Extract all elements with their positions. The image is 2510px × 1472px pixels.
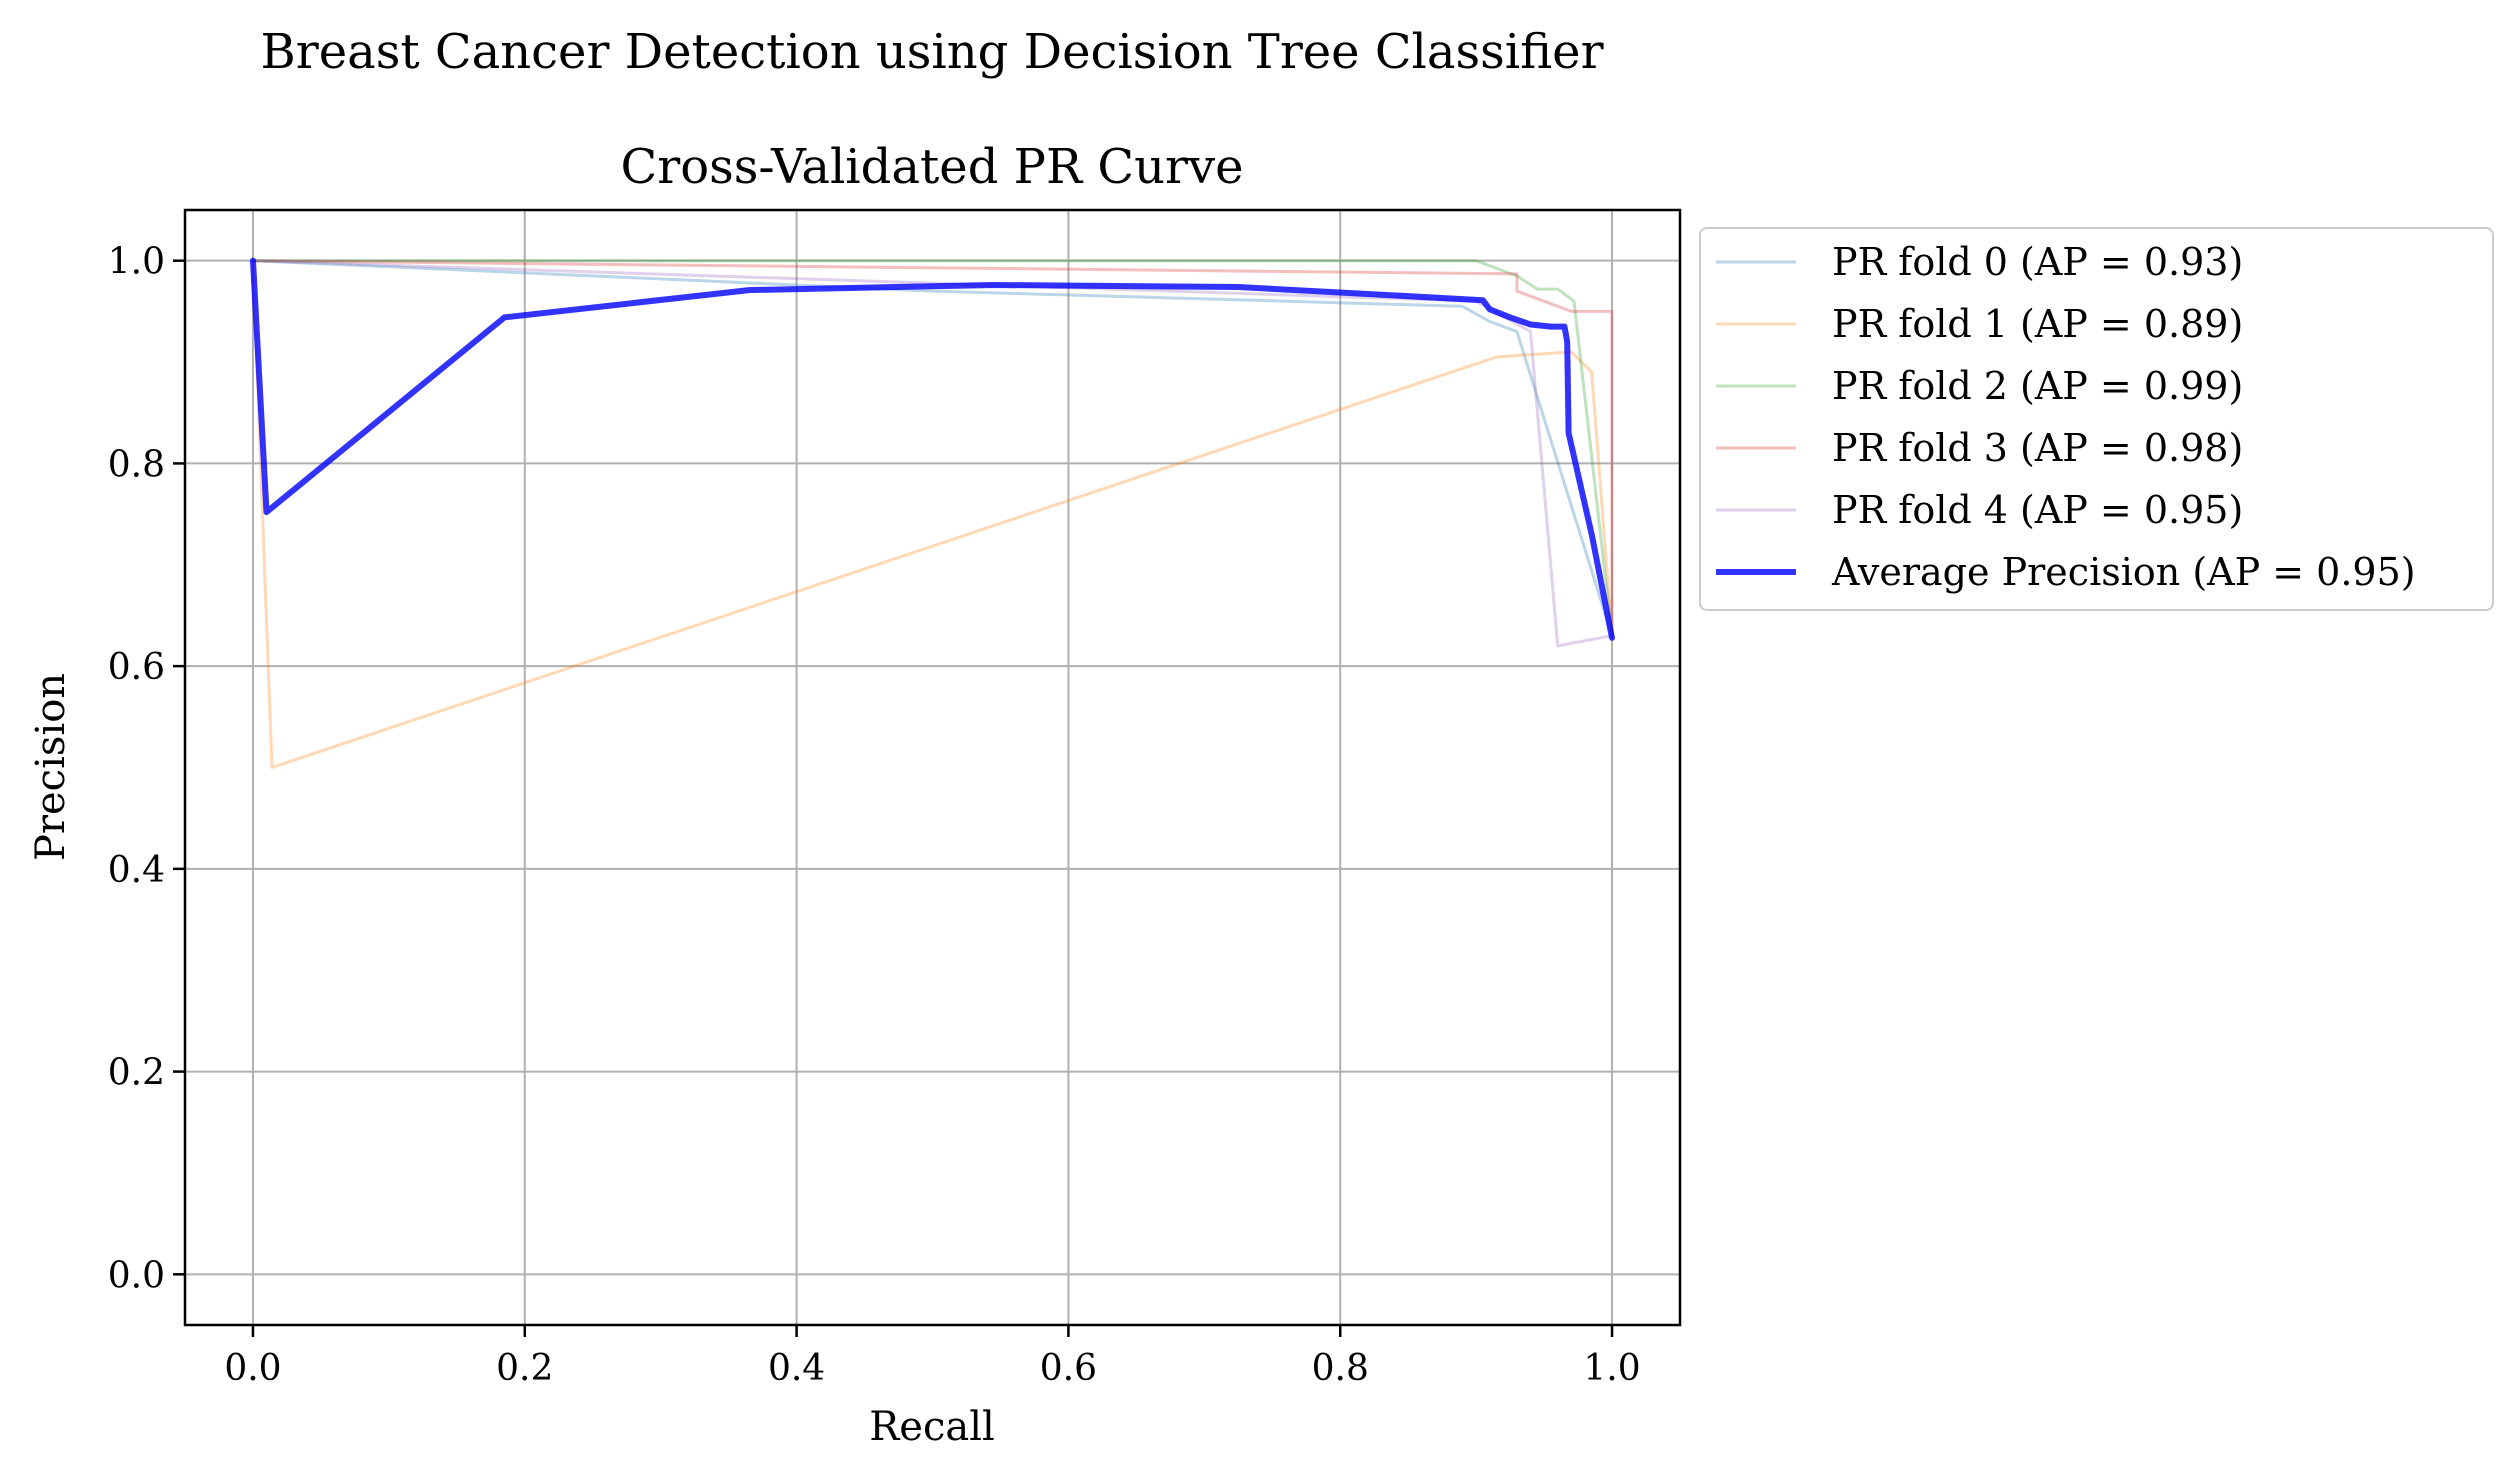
axis-ticks: 0.0 0.2 0.4 0.6 0.8 1.0 0.0 0.2 0.4 0.6 0.8 1.0 xyxy=(108,242,1641,1389)
x-tick-label: 0.0 xyxy=(224,1348,281,1389)
legend-box xyxy=(1699,227,2494,611)
y-tick-label: 0.4 xyxy=(108,850,165,891)
series-line-average-precision xyxy=(250,257,1615,641)
legend-items: PR fold 0 (AP = 0.93) PR fold 1 (AP = 0.8… xyxy=(1716,240,2416,594)
series-lines xyxy=(250,257,1615,769)
series-line-fold-2 xyxy=(251,259,1614,638)
legend-label: Average Precision (AP = 0.95) xyxy=(1831,550,2416,594)
x-tick-label: 0.8 xyxy=(1312,1348,1369,1389)
x-tick-label: 0.4 xyxy=(768,1348,825,1389)
y-tick-label: 0.0 xyxy=(108,1255,165,1296)
x-tick-label: 1.0 xyxy=(1583,1348,1640,1389)
legend-label: PR fold 2 (AP = 0.99) xyxy=(1832,364,2243,408)
x-tick-label: 0.6 xyxy=(1040,1348,1097,1389)
series-line-fold-3 xyxy=(251,259,1614,638)
legend-label: PR fold 4 (AP = 0.95) xyxy=(1832,488,2243,532)
x-axis-label: Recall xyxy=(869,1404,995,1450)
legend: PR fold 0 (AP = 0.93) PR fold 1 (AP = 0.8… xyxy=(1699,227,2494,611)
legend-label: PR fold 3 (AP = 0.98) xyxy=(1832,426,2243,470)
axes-title: Cross-Validated PR Curve xyxy=(621,139,1244,195)
y-tick-label: 0.2 xyxy=(108,1053,165,1094)
legend-label: PR fold 1 (AP = 0.89) xyxy=(1832,302,2243,346)
x-tick-label: 0.2 xyxy=(496,1348,553,1389)
grid-lines xyxy=(185,210,1680,1325)
series-line-fold-1 xyxy=(251,259,1614,769)
plot-frame xyxy=(183,208,1682,1327)
y-tick-label: 1.0 xyxy=(108,242,165,283)
legend-label: PR fold 0 (AP = 0.93) xyxy=(1832,240,2243,284)
y-tick-label: 0.8 xyxy=(108,444,165,485)
y-tick-label: 0.6 xyxy=(108,647,165,688)
y-axis-label: Precision xyxy=(28,673,74,861)
figure-suptitle: Breast Cancer Detection using Decision T… xyxy=(260,24,1603,80)
